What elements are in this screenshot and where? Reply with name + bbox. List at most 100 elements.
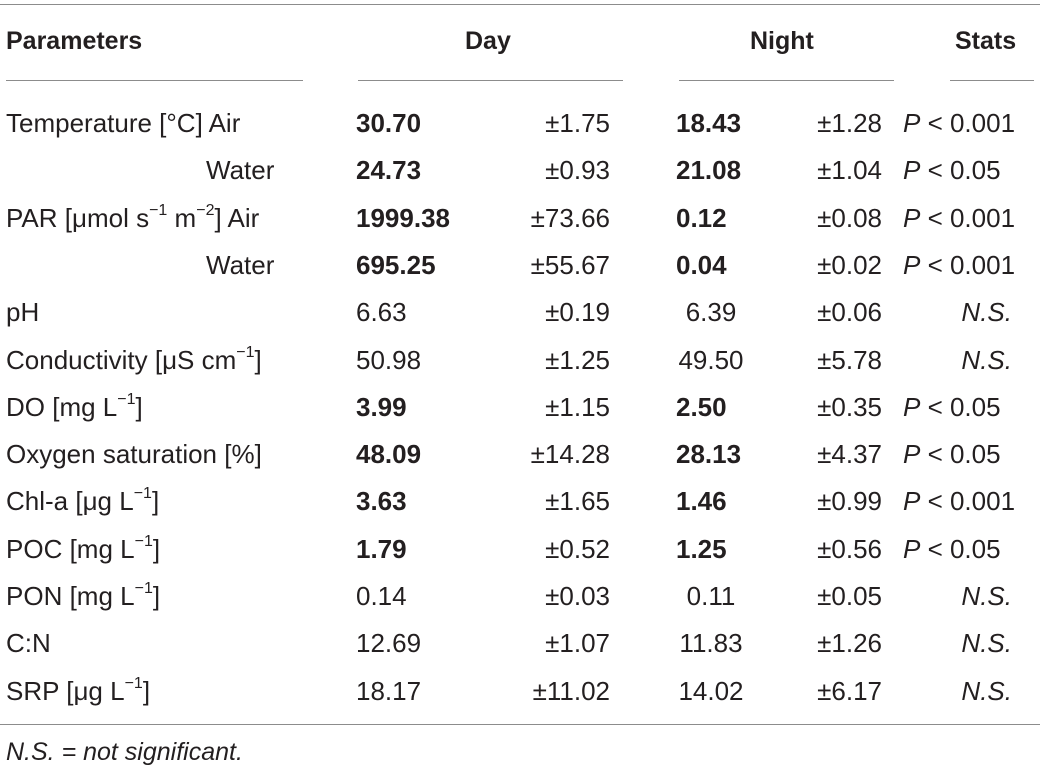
bottom-rule	[0, 724, 1040, 725]
p-threshold: < 0.001	[920, 108, 1016, 138]
parameter-text: PON [mg L	[6, 581, 135, 611]
unit-exponent: −2	[196, 202, 215, 220]
night-sd: ±0.06	[817, 297, 882, 327]
parameter-label: C:N	[6, 628, 51, 658]
p-threshold: < 0.001	[920, 250, 1016, 280]
parameter-label: Conductivity [μS cm−1]	[6, 345, 262, 375]
p-symbol: P	[903, 486, 921, 516]
night-mean: 0.04	[676, 250, 727, 280]
parameter-text: Water	[206, 155, 275, 185]
stats-value: P < 0.001	[903, 108, 1015, 138]
p-symbol: P	[903, 250, 921, 280]
day-mean: 695.25	[356, 250, 436, 280]
night-mean: 1.46	[676, 486, 727, 516]
day-sd: ±0.19	[545, 297, 610, 327]
unit-exponent: −1	[117, 391, 136, 409]
unit-exponent: −1	[124, 675, 143, 693]
p-threshold: < 0.05	[920, 534, 1001, 564]
parameter-text: ]	[254, 345, 262, 375]
night-sd: ±0.02	[817, 250, 882, 280]
p-threshold: < 0.05	[920, 439, 1001, 469]
p-symbol: P	[903, 203, 921, 233]
night-sd: ±0.99	[817, 486, 882, 516]
p-threshold: < 0.05	[920, 392, 1001, 422]
p-threshold: < 0.001	[920, 486, 1016, 516]
header-underline-parameters	[6, 80, 303, 81]
stats-value: P < 0.05	[903, 534, 1001, 564]
day-sd: ±73.66	[530, 203, 610, 233]
parameter-text: PAR [μmol s	[6, 203, 150, 233]
top-rule	[0, 4, 1040, 5]
p-threshold: < 0.05	[920, 155, 1001, 185]
parameter-text: ]	[152, 581, 161, 611]
header-parameters: Parameters	[6, 27, 143, 55]
night-mean: 21.08	[676, 155, 742, 185]
parameter-label: POC [mg L−1]	[6, 534, 160, 564]
night-mean: 1.25	[676, 534, 727, 564]
parameter-text: Temperature [°C] Air	[6, 108, 241, 138]
day-mean: 1999.38	[356, 203, 450, 233]
parameter-text: POC [mg L	[6, 534, 135, 564]
night-mean: 6.39	[685, 297, 737, 327]
stats-value: P < 0.05	[903, 392, 1001, 422]
day-mean: 3.99	[356, 392, 407, 422]
parameter-label: Water	[206, 250, 274, 280]
parameter-text: Conductivity [μS cm	[6, 345, 237, 375]
parameter-label: Water	[206, 155, 274, 185]
day-mean: 24.73	[356, 155, 422, 185]
parameter-text: ]	[135, 392, 143, 422]
day-mean: 12.69	[356, 628, 422, 658]
p-threshold: < 0.001	[920, 203, 1016, 233]
parameter-text: ]	[151, 486, 160, 516]
day-sd: ±55.67	[530, 250, 610, 280]
day-sd: ±14.28	[530, 439, 610, 469]
unit-exponent: −1	[133, 485, 152, 503]
unit-exponent: −1	[149, 202, 168, 220]
day-sd: ±1.25	[545, 345, 610, 375]
parameter-text: m	[167, 203, 197, 233]
parameter-text: SRP [μg L	[6, 676, 125, 706]
parameter-text: ]	[152, 534, 161, 564]
night-sd: ±1.26	[817, 628, 882, 658]
p-symbol: P	[903, 392, 921, 422]
parameter-text: Oxygen saturation [%]	[6, 439, 262, 469]
day-mean: 0.14	[356, 581, 407, 611]
parameter-label: PON [mg L−1]	[6, 581, 160, 611]
day-mean: 1.79	[356, 534, 407, 564]
day-mean: 3.63	[356, 486, 407, 516]
night-sd: ±6.17	[817, 676, 882, 706]
header-night: Night	[750, 27, 814, 55]
parameter-label: pH	[6, 297, 39, 327]
day-sd: ±1.15	[545, 392, 610, 422]
unit-exponent: −1	[134, 580, 153, 598]
night-sd: ±1.04	[817, 155, 882, 185]
day-sd: ±1.75	[545, 108, 610, 138]
night-sd: ±0.35	[817, 392, 882, 422]
unit-exponent: −1	[134, 533, 153, 551]
night-mean: 18.43	[676, 108, 742, 138]
night-sd: ±5.78	[817, 345, 882, 375]
header-underline-stats	[950, 80, 1034, 81]
night-sd: ±4.37	[817, 439, 882, 469]
night-mean: 11.83	[679, 628, 743, 658]
night-sd: ±0.05	[817, 581, 882, 611]
parameter-text: Chl-a [μg L	[6, 486, 134, 516]
stats-value: P < 0.001	[903, 203, 1015, 233]
header-day: Day	[465, 27, 511, 55]
night-mean: 2.50	[676, 392, 727, 422]
stats-value: P < 0.001	[903, 250, 1015, 280]
parameter-text: pH	[6, 297, 40, 327]
night-mean: 14.02	[678, 676, 744, 706]
stats-not-significant: N.S.	[961, 297, 1012, 327]
day-mean: 6.63	[356, 297, 407, 327]
stats-value: P < 0.05	[903, 439, 1001, 469]
header-stats: Stats	[955, 27, 1017, 55]
stats-not-significant: N.S.	[961, 345, 1012, 375]
p-symbol: P	[903, 108, 921, 138]
day-sd: ±0.93	[545, 155, 610, 185]
day-sd: ±1.07	[545, 628, 610, 658]
p-symbol: P	[903, 155, 921, 185]
header-underline-day	[358, 80, 623, 81]
parameter-label: Temperature [°C] Air	[6, 108, 240, 138]
day-mean: 18.17	[356, 676, 422, 706]
